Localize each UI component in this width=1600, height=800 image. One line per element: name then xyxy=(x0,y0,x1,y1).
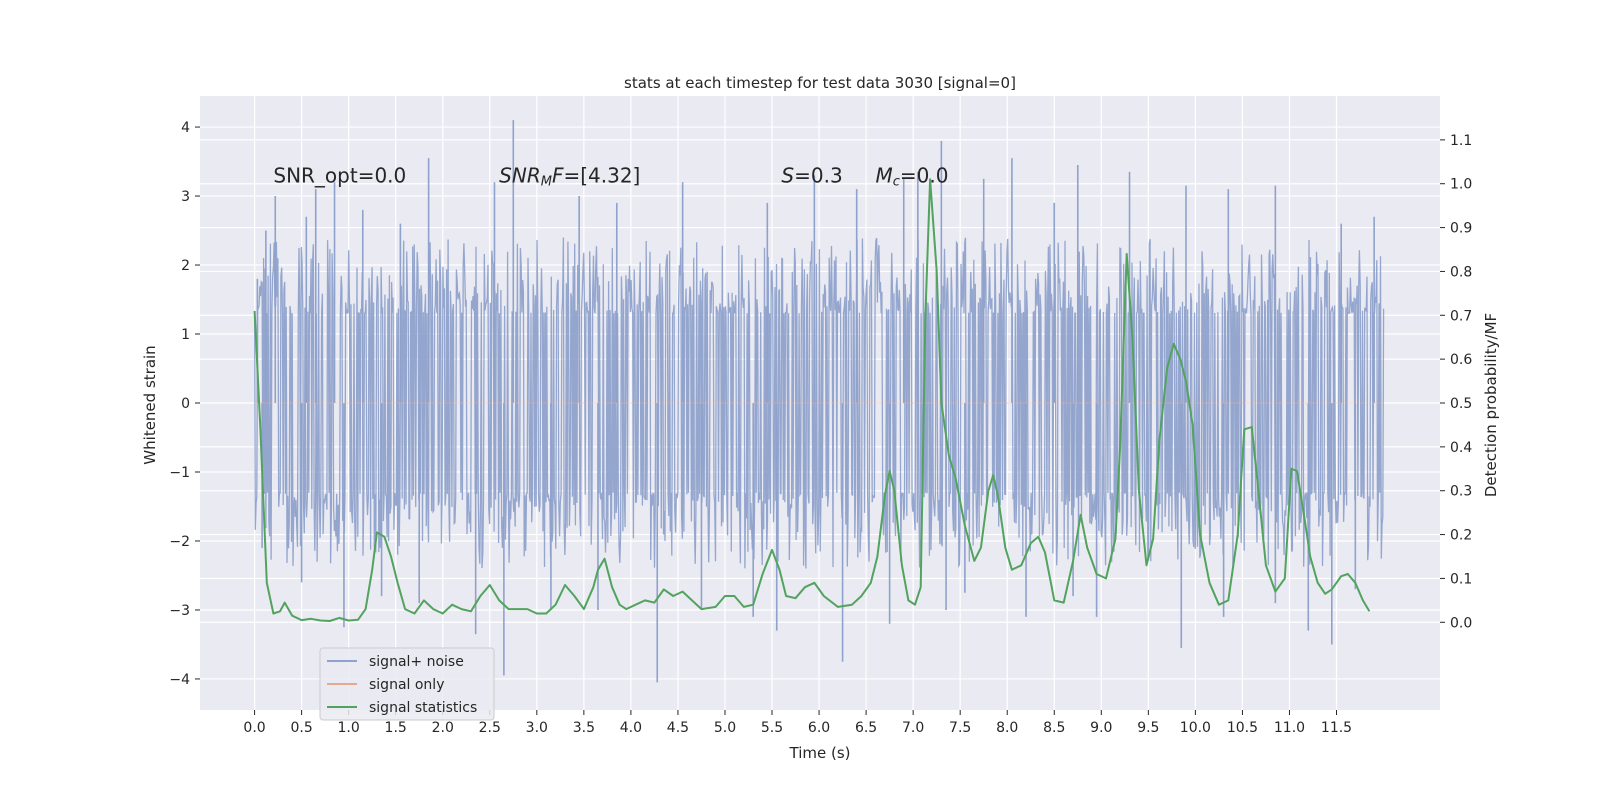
y-right-tick-label: 0.9 xyxy=(1450,221,1472,237)
y-left-tick-label: −3 xyxy=(169,603,190,619)
x-tick-label: 9.5 xyxy=(1137,720,1159,736)
annotation-s: S=0.3 xyxy=(781,163,842,187)
x-tick-label: 1.0 xyxy=(338,720,360,736)
x-axis-label: Time (s) xyxy=(789,744,851,762)
y-axis-left-label: Whitened strain xyxy=(141,345,159,464)
y-right-tick-label: 0.8 xyxy=(1450,264,1472,280)
series-signal-noise xyxy=(253,120,1385,683)
x-tick-label: 9.0 xyxy=(1090,720,1112,736)
legend-label-signal-noise: signal+ noise xyxy=(369,654,464,670)
x-tick-label: 0.5 xyxy=(290,720,312,736)
x-tick-label: 1.5 xyxy=(385,720,407,736)
annotation-mc: Mc=0.0 xyxy=(876,163,949,189)
x-axis: 0.0 0.5 1.0 1.5 2.0 2.5 3.0 3.5 4.0 4.5 5.0 5.5 6.0 6… xyxy=(243,710,1352,736)
legend-label-signal-only: signal only xyxy=(369,677,444,693)
y-axis-left: 4 3 2 1 0 −1 −2 −3 −4 xyxy=(169,120,200,688)
y-left-tick-label: 4 xyxy=(181,120,190,136)
y-axis-right: 1.1 1.0 0.9 0.8 0.7 0.6 0.5 0.4 0.3 0.2 0.1 0.0 xyxy=(1440,133,1472,631)
noise-trace xyxy=(253,237,1385,569)
x-tick-label: 11.5 xyxy=(1321,720,1352,736)
y-left-tick-label: −2 xyxy=(169,534,190,550)
x-tick-label: 8.0 xyxy=(996,720,1018,736)
y-right-tick-label: 0.3 xyxy=(1450,484,1472,500)
y-right-tick-label: 0.0 xyxy=(1450,615,1472,631)
signal-statistics-line xyxy=(253,178,1371,622)
x-tick-label: 4.5 xyxy=(667,720,689,736)
x-tick-label: 6.0 xyxy=(808,720,830,736)
x-tick-label: 10.0 xyxy=(1180,720,1211,736)
annotation-snr-opt: SNR_opt=0.0 xyxy=(273,163,406,187)
y-left-tick-label: 2 xyxy=(181,258,190,274)
annotation-snr-mf: SNRMF=[4.32] xyxy=(499,163,640,189)
y-right-tick-label: 0.5 xyxy=(1450,396,1472,412)
y-right-tick-label: 1.0 xyxy=(1450,177,1472,193)
y-left-tick-label: −1 xyxy=(169,465,190,481)
x-tick-label: 11.0 xyxy=(1274,720,1305,736)
chart-title: stats at each timestep for test data 303… xyxy=(624,74,1016,92)
x-tick-label: 4.0 xyxy=(620,720,642,736)
y-left-tick-label: 1 xyxy=(181,327,190,343)
series-signal-statistics xyxy=(253,178,1371,622)
x-tick-label: 10.5 xyxy=(1227,720,1258,736)
legend: signal+ noise signal only signal statist… xyxy=(319,647,495,721)
x-tick-label: 7.0 xyxy=(902,720,924,736)
y-right-tick-label: 0.6 xyxy=(1450,352,1472,368)
annotations: SNR_opt=0.0 SNRMF=[4.32] S=0.3 Mc=0.0 xyxy=(273,163,948,189)
x-tick-label: 5.5 xyxy=(761,720,783,736)
y-left-tick-label: 3 xyxy=(181,189,190,205)
x-tick-label: 0.0 xyxy=(243,720,265,736)
x-tick-label: 2.5 xyxy=(479,720,501,736)
y-right-tick-label: 0.4 xyxy=(1450,440,1472,456)
y-right-tick-label: 0.2 xyxy=(1450,528,1472,544)
y-right-tick-label: 0.7 xyxy=(1450,308,1472,324)
y-axis-right-label: Detection probability/MF xyxy=(1482,313,1500,497)
y-right-tick-label: 0.1 xyxy=(1450,571,1472,587)
legend-box xyxy=(319,647,495,721)
x-tick-label: 3.0 xyxy=(526,720,548,736)
x-tick-label: 7.5 xyxy=(949,720,971,736)
x-tick-label: 8.5 xyxy=(1043,720,1065,736)
x-tick-label: 2.0 xyxy=(432,720,454,736)
y-right-tick-label: 1.1 xyxy=(1450,133,1472,149)
y-left-tick-label: 0 xyxy=(181,396,190,412)
x-tick-label: 3.5 xyxy=(573,720,595,736)
x-tick-label: 6.5 xyxy=(855,720,877,736)
x-tick-label: 5.0 xyxy=(714,720,736,736)
y-left-tick-label: −4 xyxy=(169,672,190,688)
legend-label-signal-statistics: signal statistics xyxy=(369,700,477,716)
